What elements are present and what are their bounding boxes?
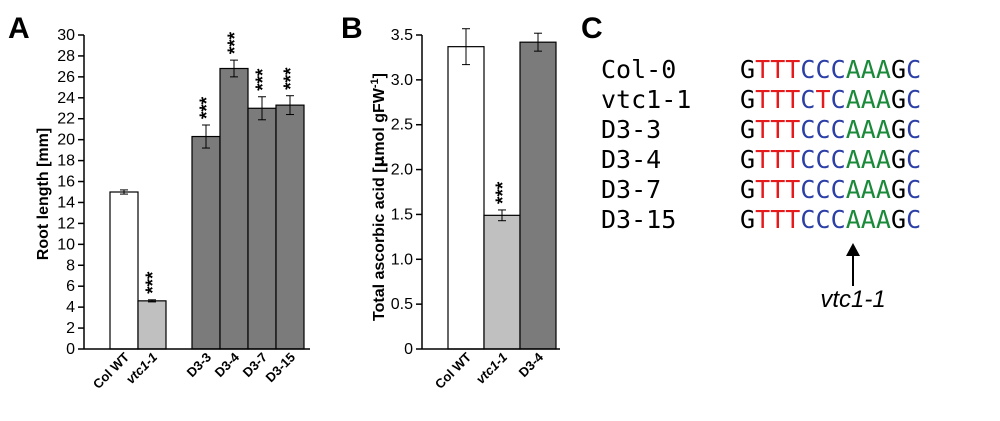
y-tick-label: 4 [66,299,75,316]
sequence-name: Col-0 [601,55,676,84]
sequence-name: D3-7 [601,175,661,204]
sequence-bases: GTTTCCCAAAGC [740,115,921,144]
category-label-col-wt: Col WT [432,349,474,391]
error-bar-d3-15 [286,95,294,116]
bar-d3-7 [247,107,277,350]
significance-d3-15: *** [281,67,302,90]
significance-vtc1-1: *** [143,271,164,294]
y-tick-label: 26 [57,69,75,86]
category-label-vtc1-1: vtc1-1 [473,350,510,387]
y-tick-label: 0 [404,341,413,358]
y-tick-label: 1.5 [391,206,413,223]
panel-c-letter: C [581,12,603,45]
y-tick-label: 24 [57,90,75,107]
sequence-name: D3-15 [601,205,676,234]
error-bar-d3-3 [202,124,210,149]
y-tick-label: 2 [66,320,75,337]
significance-d3-4: *** [225,31,246,54]
y-tick-label: 8 [66,257,75,274]
y-tick-label: 0.5 [391,296,413,313]
y-tick-label: 0 [66,341,75,358]
bar-d3-15 [275,104,305,350]
error-bar-d3-7 [258,96,266,121]
mutation-label: vtc1-1 [820,286,885,313]
y-tick-label: 18 [57,153,75,170]
sequence-bases: GTTTCCCAAAGC [740,55,921,84]
category-label-vtc1-1: vtc1-1 [123,350,160,387]
sequence-bases: GTTTCTCAAAGC [740,85,921,114]
root-length-bars: *** *** *** *** *** [109,31,305,350]
y-tick-label: 10 [57,236,75,253]
y-tick-label: 30 [57,27,75,44]
error-bar-vtc1-1 [498,209,506,222]
ascorbic-acid-bars: *** [447,28,557,350]
y-tick-label: 2.0 [391,162,413,179]
y-tick-label: 1.0 [391,251,413,268]
error-bar-d3-4 [534,32,542,52]
category-label-d3-3: D3-3 [184,350,215,381]
y-tick-label: 16 [57,174,75,191]
y-tick-label: 12 [57,215,75,232]
y-tick-label: 22 [57,111,75,128]
ascorbic-acid-chart: Total ascorbic acid [μmol gFW-1] 0 0.5 1.0… [369,27,560,392]
sequence-name: vtc1-1 [601,85,691,114]
sequence-bases: GTTTCCCAAAGC [740,145,921,174]
significance-vtc1-1: *** [493,181,514,204]
bar-vtc1-1 [483,214,521,350]
ascorbic-acid-y-ticks: 0 0.5 1.0 1.5 2.0 2.5 3.0 3.5 [391,27,422,358]
y-tick-label: 3.0 [391,72,413,89]
sequence-name: D3-4 [601,145,661,174]
y-tick-label: 3.5 [391,27,413,44]
sequence-row-d3-3: D3-3 GTTTCCCAAAGC [601,115,921,144]
sequence-row-d3-15: D3-15 GTTTCCCAAAGC [601,205,921,234]
error-bar-d3-4 [230,59,238,78]
sequence-name: D3-3 [601,115,661,144]
ascorbic-acid-axis-title: Total ascorbic acid [μmol gFW-1] [369,73,388,321]
category-label-col-wt: Col WT [90,349,132,391]
sequence-row-col-0: Col-0 GTTTCCCAAAGC [601,55,921,84]
bar-col-wt [447,46,485,350]
mutation-arrow-head [846,243,860,256]
error-bar-col-wt [462,28,470,66]
bar-vtc1-1 [137,300,167,350]
sequence-alignment: Col-0 GTTTCCCAAAGC vtc1-1 GTTTCTCAAAGC D3-3 G… [601,55,921,234]
bar-d3-4 [519,41,557,350]
sequence-row-vtc1-1: vtc1-1 GTTTCTCAAAGC [601,85,921,114]
category-label-d3-15: D3-15 [262,350,298,386]
y-tick-label: 14 [57,194,75,211]
panel-a-letter: A [8,12,30,45]
y-tick-label: 20 [57,132,75,149]
bar-col-wt [109,191,139,350]
y-tick-label: 6 [66,278,75,295]
bar-d3-4 [219,67,249,350]
significance-d3-7: *** [253,68,274,91]
category-label-d3-4: D3-4 [516,349,547,380]
root-length-axis-title: Root length [mm] [35,128,52,260]
significance-d3-3: *** [197,96,218,119]
sequence-row-d3-7: D3-7 GTTTCCCAAAGC [601,175,921,204]
root-length-chart: Root length [mm] 02468101214161820222426… [35,27,310,392]
bar-d3-3 [191,135,221,350]
sequence-row-d3-4: D3-4 GTTTCCCAAAGC [601,145,921,174]
category-label-d3-4: D3-4 [212,349,243,380]
y-tick-label: 2.5 [391,117,413,134]
y-tick-label: 28 [57,48,75,65]
panel-b-letter: B [341,12,363,45]
mutation-marker: vtc1-1 [820,243,886,313]
sequence-bases: GTTTCCCAAAGC [740,205,921,234]
error-bar-vtc1-1 [148,299,156,303]
error-bar-col-wt [120,189,128,195]
sequence-bases: GTTTCCCAAAGC [740,175,921,204]
